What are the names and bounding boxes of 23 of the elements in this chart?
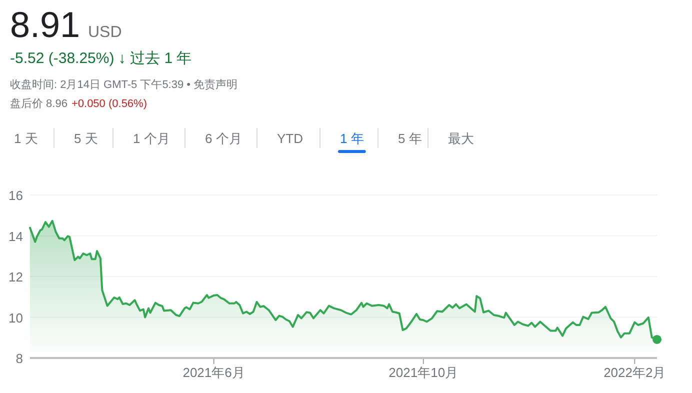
x-tick-label: 2021年6月 — [182, 365, 245, 380]
y-tick-label: 10 — [8, 310, 23, 326]
y-tick-label: 8 — [16, 351, 23, 366]
text: 1 年 — [340, 131, 364, 146]
text: -5.52 (-38.25%) ↓ 过去 1 年 — [10, 50, 192, 67]
text: 5 年 — [398, 131, 422, 146]
text: +0.050 (0.56%) — [71, 98, 147, 110]
text: 6 个月 — [205, 131, 242, 146]
x-tick-label: 2022年2月 — [604, 365, 666, 380]
text: 5 天 — [74, 131, 98, 146]
text: 最大 — [448, 131, 474, 146]
plot: 8 10 12 14 16 2021年6月 2021年10月 2022年2月 — [8, 188, 666, 380]
text: 盘后价 8.96 — [10, 97, 68, 110]
text: 1 天 — [14, 131, 38, 146]
chart-title: 8.91 — [10, 4, 80, 45]
y-tick-label: 16 — [8, 188, 23, 203]
text: USD — [88, 24, 122, 41]
x-tick-label: 2021年10月 — [388, 365, 458, 380]
y-tick-label: 14 — [8, 228, 23, 244]
text: 1 个月 — [133, 131, 170, 146]
text: 收盘时间: 2月14日 GMT-5 下午5:39 • 免责声明 — [10, 78, 238, 91]
y-tick-label: 12 — [8, 270, 23, 284]
text: YTD — [277, 131, 303, 146]
